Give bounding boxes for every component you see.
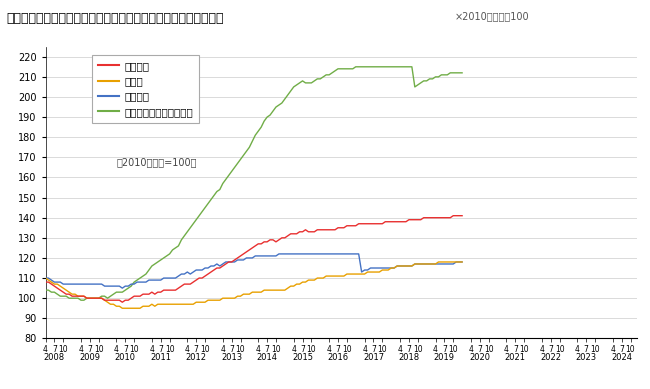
Text: 4: 4 [469,345,473,354]
Text: 7: 7 [300,345,305,354]
Text: 2023: 2023 [576,353,597,362]
Text: 10: 10 [165,345,174,354]
Text: 2012: 2012 [186,353,207,362]
Text: 2021: 2021 [505,353,526,362]
Text: 10: 10 [200,345,210,354]
Text: 7: 7 [584,345,589,354]
Text: 2024: 2024 [611,353,632,362]
Text: 10: 10 [129,345,139,354]
Text: 10: 10 [484,345,493,354]
Text: ×2010年平均＝100: ×2010年平均＝100 [455,12,530,22]
Text: 2010: 2010 [115,353,136,362]
Text: 4: 4 [43,345,48,354]
Text: 7: 7 [619,345,624,354]
Text: 10: 10 [236,345,245,354]
Text: 7: 7 [87,345,92,354]
Text: 4: 4 [575,345,580,354]
Text: 7: 7 [159,345,163,354]
Text: 2020: 2020 [469,353,490,362]
Text: 4: 4 [114,345,119,354]
Text: 7: 7 [265,345,270,354]
Text: 7: 7 [371,345,376,354]
Text: 4: 4 [291,345,296,354]
Text: 7: 7 [229,345,234,354]
Text: 2018: 2018 [398,353,419,362]
Text: 7: 7 [52,345,57,354]
Text: 7: 7 [442,345,447,354]
Text: 4: 4 [362,345,367,354]
Text: 7: 7 [194,345,199,354]
Text: 4: 4 [185,345,190,354]
Text: 4: 4 [398,345,402,354]
Text: 2011: 2011 [150,353,171,362]
Text: 2013: 2013 [221,353,242,362]
Text: 4: 4 [256,345,261,354]
Text: 10: 10 [590,345,600,354]
Text: 10: 10 [519,345,529,354]
Text: 2022: 2022 [540,353,561,362]
Text: 4: 4 [150,345,154,354]
Text: 2014: 2014 [257,353,278,362]
Text: 10: 10 [271,345,281,354]
Text: 10: 10 [307,345,316,354]
Text: 4: 4 [504,345,509,354]
Text: 2016: 2016 [328,353,348,362]
Text: 2015: 2015 [292,353,313,362]
Text: 4: 4 [79,345,83,354]
Text: 4: 4 [433,345,438,354]
Text: 4: 4 [540,345,544,354]
Text: 10: 10 [94,345,103,354]
Text: 7: 7 [406,345,411,354]
Text: 7: 7 [513,345,517,354]
Text: 10: 10 [413,345,422,354]
Legend: 住宅総合, 住宅地, 戸建住宅, マンション（区分所有）: 住宅総合, 住宅地, 戸建住宅, マンション（区分所有） [92,55,200,123]
Text: 10: 10 [58,345,68,354]
Text: 2008: 2008 [44,353,65,362]
Text: （2010年平均=100）: （2010年平均=100） [116,157,197,167]
Text: 10: 10 [342,345,352,354]
Text: 7: 7 [335,345,341,354]
Text: 4: 4 [220,345,225,354]
Text: 10: 10 [555,345,564,354]
Text: 7: 7 [549,345,553,354]
Text: 2017: 2017 [363,353,384,362]
Text: ＜不動産価格指数（住宅）（令和６年１０月分・季節調整値）＞: ＜不動産価格指数（住宅）（令和６年１０月分・季節調整値）＞ [6,12,224,25]
Text: 10: 10 [448,345,458,354]
Text: 7: 7 [477,345,482,354]
Text: 10: 10 [626,345,635,354]
Text: 10: 10 [378,345,387,354]
Text: 2009: 2009 [79,353,100,362]
Text: 4: 4 [610,345,615,354]
Text: 4: 4 [327,345,332,354]
Text: 2019: 2019 [434,353,455,362]
Text: 7: 7 [123,345,127,354]
